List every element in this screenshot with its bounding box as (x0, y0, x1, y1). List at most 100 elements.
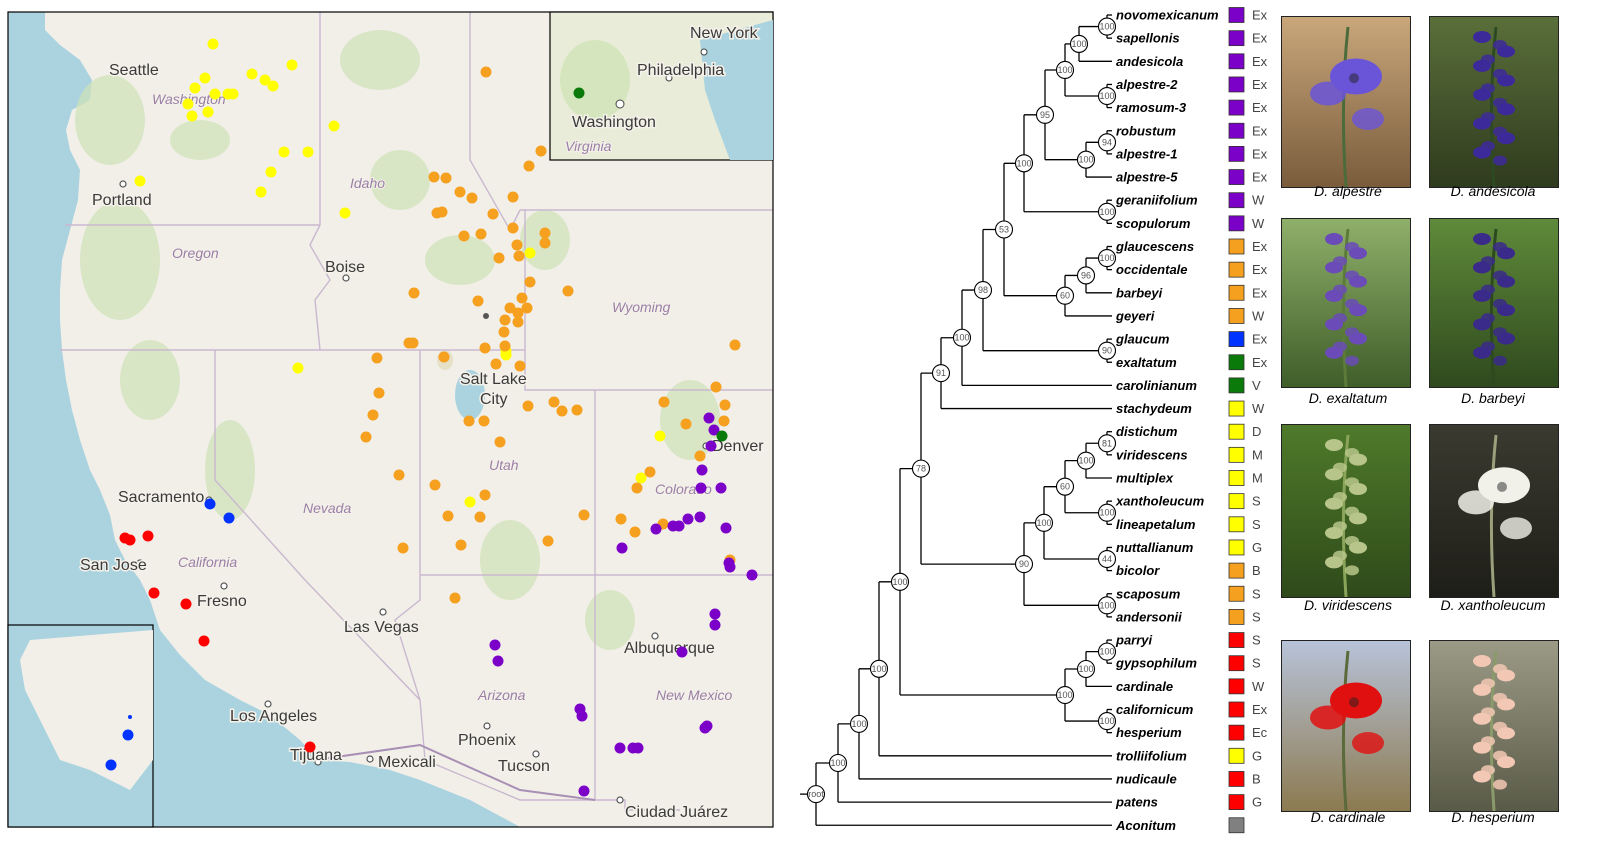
taxon-color-swatch (1228, 609, 1245, 625)
occurrence-point-yellow (286, 59, 298, 71)
occurrence-point-purple (696, 464, 708, 476)
taxon-code: M (1252, 447, 1263, 462)
occurrence-point-purple (632, 742, 644, 754)
bootstrap-value: 78 (916, 464, 926, 474)
bootstrap-value: 100 (1099, 207, 1114, 217)
map-frame (7, 11, 774, 828)
taxon-label: carolinianum (1116, 378, 1197, 393)
taxon-code: S (1252, 517, 1261, 532)
occurrence-point-yellow (189, 82, 201, 94)
taxon-color-swatch (1228, 562, 1245, 579)
taxon-code: S (1252, 609, 1261, 624)
state-label: Utah (489, 457, 519, 473)
occurrence-point-purple (578, 785, 590, 797)
city-label: Phoenix (458, 732, 516, 749)
occurrence-point-yellow (227, 88, 239, 100)
occurrence-point-orange (571, 404, 583, 416)
occurrence-point-blue (204, 498, 216, 510)
bootstrap-value: 100 (1099, 647, 1114, 657)
taxon-color-swatch (1228, 493, 1245, 510)
bootstrap-value: 100 (892, 577, 907, 587)
bootstrap-value: 100 (851, 719, 866, 729)
occurrence-point-orange (397, 542, 409, 554)
taxon-label: nudicaule (1116, 771, 1177, 786)
occurrence-point-orange (521, 302, 533, 314)
occurrence-point-purple (616, 542, 628, 554)
taxon-code: W (1252, 216, 1265, 231)
state-label: Idaho (350, 175, 385, 191)
bootstrap-value: root (808, 789, 824, 799)
taxon-label: ramosum-3 (1116, 100, 1187, 115)
occurrence-point-orange (512, 316, 524, 328)
taxon-label: californicum (1116, 702, 1194, 717)
occurrence-point-orange (442, 510, 454, 522)
bootstrap-node (1097, 133, 1117, 152)
occurrence-point-yellow (654, 430, 666, 442)
occurrence-point-orange (499, 340, 511, 352)
occurrence-point-orange (393, 469, 405, 481)
occurrence-point-orange (511, 239, 523, 251)
taxon-color-swatch (1228, 377, 1245, 394)
occurrence-point-orange (371, 352, 383, 364)
occurrence-point-orange (516, 292, 528, 304)
inset-map-alaska (7, 624, 154, 828)
map-forest-areas (75, 30, 720, 650)
taxon-code: V (1252, 378, 1261, 393)
taxon-code: Ex (1252, 146, 1268, 161)
state-label: Arizona (477, 687, 526, 703)
occurrence-point-orange (408, 287, 420, 299)
occurrence-point-orange (524, 276, 536, 288)
bootstrap-node (1097, 503, 1117, 522)
taxon-color-swatch (1228, 794, 1245, 810)
bootstrap-node (1076, 659, 1096, 679)
species-photo (1429, 424, 1559, 598)
occurrence-point-orange (407, 337, 419, 349)
bootstrap-value: 100 (1099, 91, 1114, 101)
bootstrap-value: 100 (1071, 39, 1086, 49)
taxon-code: Ex (1252, 123, 1268, 138)
taxon-code: Ex (1252, 77, 1268, 92)
bootstrap-node (1055, 685, 1075, 705)
city-label: Ciudad Juárez (625, 804, 728, 821)
taxon-code: Ex (1252, 8, 1268, 23)
bootstrap-node (1097, 712, 1117, 731)
taxon-label: distichum (1116, 424, 1178, 439)
bootstrap-nodes: 100 100 100 100 94 100 95 100 100 100 96 60 53 90 98 10… (806, 17, 1117, 804)
occurrence-point-purple (489, 639, 501, 651)
taxon-label: Aconitum (1115, 818, 1176, 833)
species-photo-caption: D. xantholeucum (1440, 597, 1546, 613)
occurrence-point-yellow (207, 38, 219, 50)
bootstrap-node (806, 785, 826, 804)
occurrence-point-orange (718, 415, 730, 427)
inset-city-washington: Washington (572, 114, 656, 131)
bootstrap-value: 90 (1019, 559, 1029, 569)
occurrence-point-orange (429, 479, 441, 491)
bootstrap-node (1097, 341, 1117, 360)
bootstrap-node (1035, 105, 1055, 124)
occurrence-point-purple (715, 482, 727, 494)
species-photo-caption: D. cardinale (1310, 809, 1386, 825)
bootstrap-value: 100 (1057, 65, 1072, 75)
occurrence-point-orange (494, 436, 506, 448)
occurrence-point-orange (694, 450, 706, 462)
occurrence-point-purple (746, 569, 758, 581)
taxon-label: patens (1115, 795, 1158, 810)
taxon-code: S (1252, 633, 1261, 648)
taxon-label: gypsophilum (1115, 656, 1197, 671)
taxon-color-swatch (1228, 284, 1245, 301)
occurrence-point-yellow (255, 186, 267, 198)
bootstrap-node (828, 753, 848, 773)
occurrence-point-red (198, 635, 210, 647)
taxon-code: W (1252, 679, 1265, 694)
taxon-code: S (1252, 656, 1261, 671)
occurrence-point-yellow (328, 120, 340, 132)
bootstrap-node (1076, 266, 1096, 285)
mexico-border (314, 743, 596, 801)
occurrence-point-yellow (259, 74, 271, 86)
city-label: Portland (92, 192, 152, 209)
taxon-color-swatch (1228, 215, 1245, 232)
bootstrap-node (1034, 513, 1054, 532)
species-photo-caption: D. exaltatum (1308, 390, 1388, 406)
city-marker (651, 632, 659, 640)
taxon-label: alpestre-2 (1116, 77, 1178, 92)
